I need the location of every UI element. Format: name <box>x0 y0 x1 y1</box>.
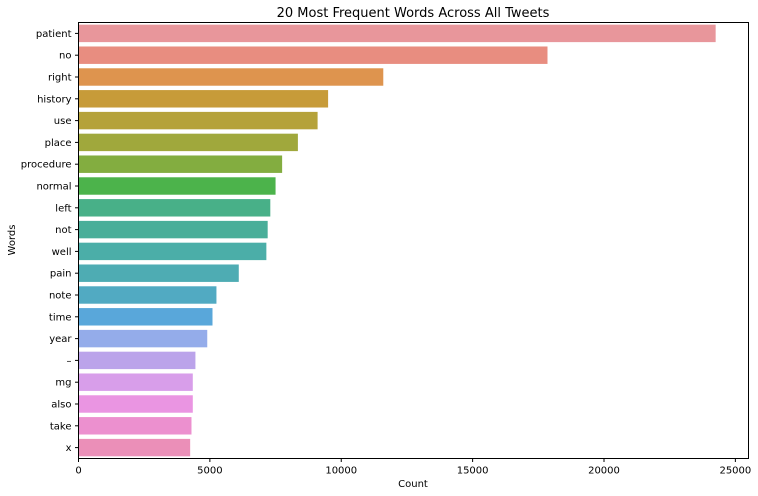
bars-group <box>78 24 716 457</box>
y-axis-ticks: patient no right history use place procedure no… <box>21 29 79 454</box>
y-tick-label: – <box>67 356 72 367</box>
bar-19 <box>78 417 192 435</box>
bar-15 <box>78 329 208 348</box>
bar-4 <box>78 90 329 108</box>
bar-5 <box>78 111 318 130</box>
bar-2 <box>78 46 548 64</box>
y-tick-label: use <box>54 116 72 127</box>
y-tick-label: year <box>49 334 72 345</box>
y-tick-label: note <box>49 291 72 302</box>
y-tick-label: history <box>37 94 71 105</box>
chart-title: 20 Most Frequent Words Across All Tweets <box>277 6 550 21</box>
y-tick-label: procedure <box>21 160 72 171</box>
y-tick-label: time <box>49 312 72 323</box>
x-axis-label: Count <box>398 479 428 490</box>
bar-18 <box>78 395 193 413</box>
x-tick-label: 15000 <box>457 466 489 477</box>
y-tick-label: no <box>59 51 71 62</box>
y-tick-label: x <box>66 443 72 454</box>
x-tick-label: 20000 <box>588 466 620 477</box>
bar-20 <box>78 438 191 457</box>
bar-16 <box>78 351 196 370</box>
bar-6 <box>78 133 298 152</box>
bar-17 <box>78 373 193 391</box>
bar-1 <box>78 24 716 43</box>
y-tick-label: place <box>45 138 72 149</box>
y-tick-label: well <box>52 247 72 258</box>
y-tick-label: pain <box>50 269 72 280</box>
bar-9 <box>78 199 271 217</box>
x-tick-label: 0 <box>75 466 81 477</box>
y-tick-label: left <box>55 203 71 214</box>
bar-3 <box>78 68 384 86</box>
bar-11 <box>78 242 267 261</box>
plot-frame <box>78 22 749 459</box>
bar-7 <box>78 155 283 173</box>
bar-12 <box>78 264 239 282</box>
y-tick-label: take <box>50 421 72 432</box>
y-tick-label: patient <box>36 29 72 40</box>
y-tick-label: mg <box>55 378 71 389</box>
x-axis-ticks: 0 5000 10000 15000 20000 25000 <box>75 458 751 477</box>
bar-8 <box>78 177 276 195</box>
x-tick-label: 25000 <box>719 466 751 477</box>
y-axis-label: Words <box>7 225 18 256</box>
x-tick-label: 10000 <box>325 466 357 477</box>
bar-14 <box>78 308 213 326</box>
y-tick-label: not <box>55 225 71 236</box>
y-tick-label: right <box>48 73 72 84</box>
bar-13 <box>78 286 217 304</box>
x-tick-label: 5000 <box>197 466 222 477</box>
y-tick-label: normal <box>36 182 71 193</box>
y-tick-label: also <box>51 400 71 411</box>
bar-10 <box>78 220 268 239</box>
